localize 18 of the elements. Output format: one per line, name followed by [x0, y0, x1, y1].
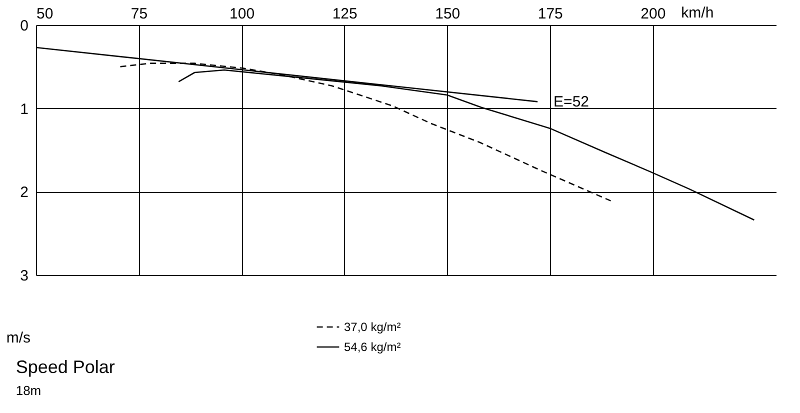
y-tick-label: 1 — [20, 100, 28, 118]
legend-label: 54,6 kg/m² — [344, 340, 401, 354]
x-axis-title: km/h — [681, 4, 714, 22]
x-tick-label: 150 — [435, 6, 460, 22]
text: Speed Polar — [16, 357, 115, 377]
annotation: E=52 — [554, 94, 590, 111]
x-tick-label: 50 — [36, 6, 54, 22]
y-axis-title: m/s — [6, 330, 30, 346]
y-tick-label: 0 — [20, 18, 28, 34]
y-tick-label: 3 — [20, 268, 28, 284]
legend-label: 37,0 kg/m² — [344, 320, 401, 334]
x-tick-label: 200 — [640, 6, 666, 22]
x-tick-label: 175 — [538, 6, 563, 22]
text: 18m — [16, 383, 42, 398]
x-tick-label: 100 — [230, 6, 255, 22]
x-tick-label: 125 — [332, 6, 358, 22]
y-tick-label: 2 — [20, 184, 28, 202]
x-tick-label: 75 — [130, 6, 148, 22]
